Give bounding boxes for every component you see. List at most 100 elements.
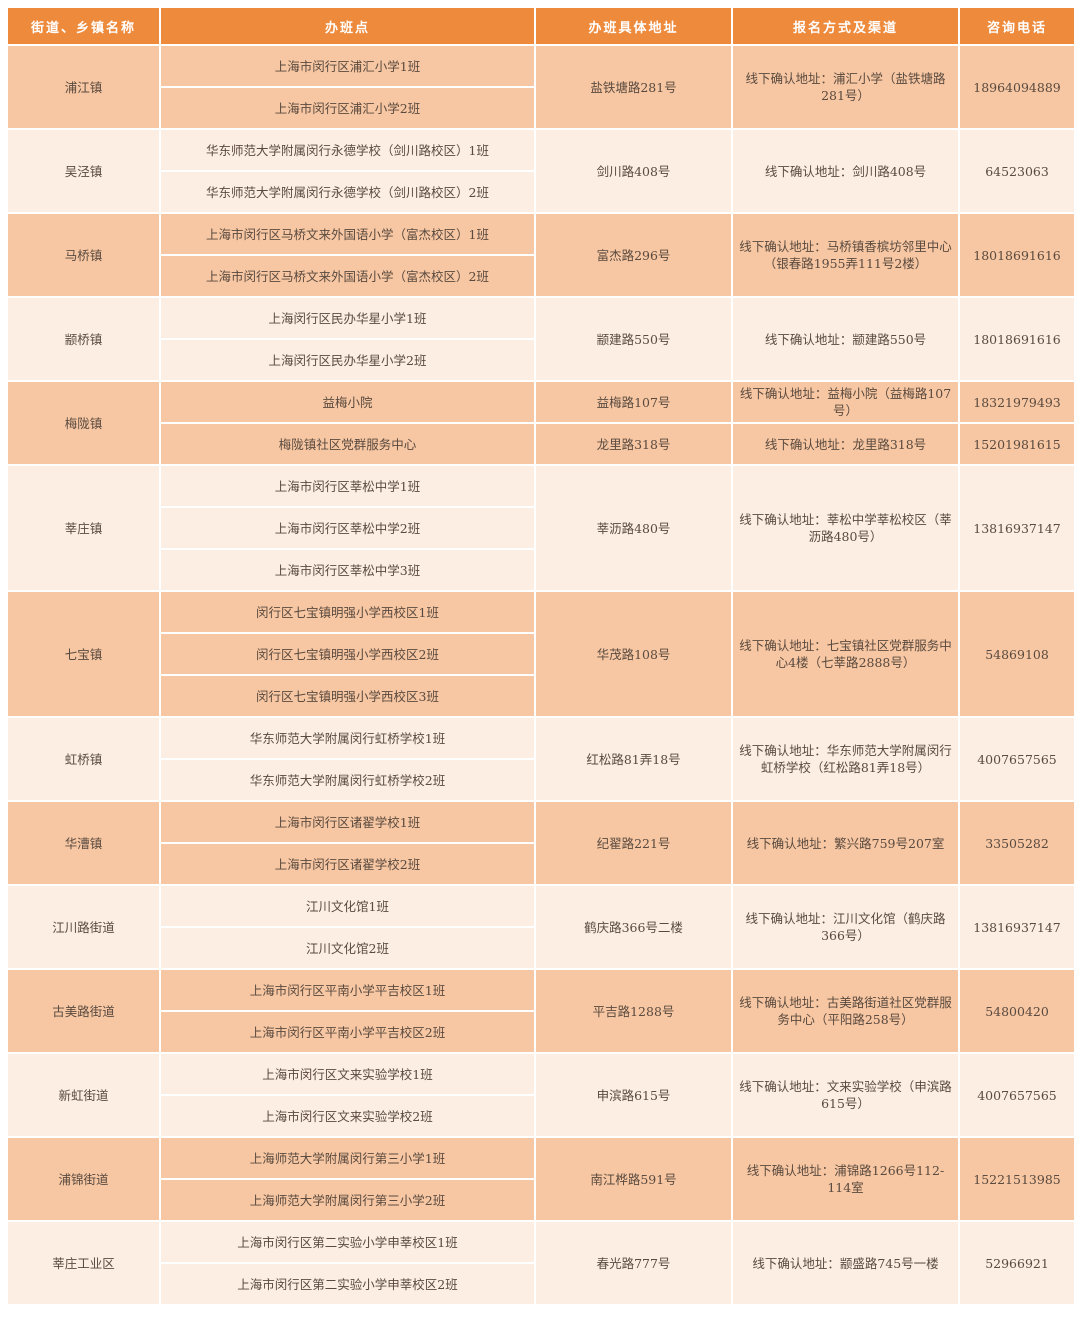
table-row: 吴泾镇 华东师范大学附属闵行永德学校（剑川路校区）1班 剑川路408号 线下确认地址：… xyxy=(8,130,1074,212)
signup-cell: 线下确认地址：浦锦路1266号112-114室 xyxy=(733,1138,958,1220)
table-body: 浦江镇 上海市闵行区浦汇小学1班 盐铁塘路281号 线下确认地址：浦汇小学（盐铁塘路2… xyxy=(8,46,1074,1304)
table-row: 马桥镇 上海市闵行区马桥文来外国语小学（富杰校区）1班 富杰路296号 线下确认地址：… xyxy=(8,214,1074,296)
town-cell: 虹桥镇 xyxy=(8,718,159,800)
table-row: 上海市闵行区平南小学平吉校区2班 xyxy=(8,1012,1074,1052)
header-signup: 报名方式及渠道 xyxy=(733,8,958,44)
signup-cell: 线下确认地址：七宝镇社区党群服务中心4楼（七莘路2888号） xyxy=(733,592,958,716)
table-row: 闵行区七宝镇明强小学西校区2班 xyxy=(8,634,1074,674)
site-cell: 上海市闵行区浦汇小学2班 xyxy=(161,88,534,128)
phone-cell: 18018691616 xyxy=(960,298,1074,380)
table-row: 浦锦街道 上海师范大学附属闵行第三小学1班 南江桦路591号 线下确认地址：浦锦路12… xyxy=(8,1138,1074,1220)
address-cell: 南江桦路591号 xyxy=(536,1138,731,1220)
address-cell: 红松路81弄18号 xyxy=(536,718,731,800)
phone-cell: 18964094889 xyxy=(960,46,1074,128)
address-cell: 颛建路550号 xyxy=(536,298,731,380)
table-row: 上海市闵行区文来实验学校2班 xyxy=(8,1096,1074,1136)
table-row: 上海闵行区民办华星小学2班 xyxy=(8,340,1074,380)
site-cell: 闵行区七宝镇明强小学西校区3班 xyxy=(161,676,534,716)
address-cell: 剑川路408号 xyxy=(536,130,731,212)
table-row: 七宝镇 闵行区七宝镇明强小学西校区1班 华茂路108号 线下确认地址：七宝镇社区党群服… xyxy=(8,592,1074,716)
town-cell: 浦锦街道 xyxy=(8,1138,159,1220)
signup-cell: 线下确认地址：华东师范大学附属闵行虹桥学校（红松路81弄18号） xyxy=(733,718,958,800)
address-cell: 华茂路108号 xyxy=(536,592,731,716)
table-row: 浦江镇 上海市闵行区浦汇小学1班 盐铁塘路281号 线下确认地址：浦汇小学（盐铁塘路2… xyxy=(8,46,1074,128)
town-cell: 浦江镇 xyxy=(8,46,159,128)
site-cell: 上海市闵行区马桥文来外国语小学（富杰校区）2班 xyxy=(161,256,534,296)
site-cell: 上海市闵行区马桥文来外国语小学（富杰校区）1班 xyxy=(161,214,534,254)
table-row: 江川路街道 江川文化馆1班 鹤庆路366号二楼 线下确认地址：江川文化馆（鹤庆路366… xyxy=(8,886,1074,968)
site-cell: 上海闵行区民办华星小学2班 xyxy=(161,340,534,380)
phone-cell: 18321979493 xyxy=(960,382,1074,422)
site-cell: 江川文化馆1班 xyxy=(161,886,534,926)
class-schedule-table: 街道、乡镇名称 办班点 办班具体地址 报名方式及渠道 咨询电话 浦江镇 上海市闵行… xyxy=(6,6,1076,1306)
signup-cell: 线下确认地址：古美路街道社区党群服务中心（平阳路258号） xyxy=(733,970,958,1052)
table-row: 上海市闵行区第二实验小学申莘校区2班 xyxy=(8,1264,1074,1304)
table-row: 莘庄镇 上海市闵行区莘松中学1班 莘沥路480号 线下确认地址：莘松中学莘松校区（莘沥… xyxy=(8,466,1074,590)
site-cell: 上海市闵行区平南小学平吉校区1班 xyxy=(161,970,534,1010)
site-cell: 闵行区七宝镇明强小学西校区1班 xyxy=(161,592,534,632)
site-cell: 上海市闵行区诸翟学校2班 xyxy=(161,844,534,884)
table-row: 上海市闵行区诸翟学校2班 xyxy=(8,844,1074,884)
site-cell: 上海市闵行区浦汇小学1班 xyxy=(161,46,534,86)
phone-cell: 4007657565 xyxy=(960,1054,1074,1136)
address-cell: 富杰路296号 xyxy=(536,214,731,296)
table-row: 虹桥镇 华东师范大学附属闵行虹桥学校1班 红松路81弄18号 线下确认地址：华东师范大… xyxy=(8,718,1074,800)
table-row: 上海市闵行区莘松中学2班 xyxy=(8,508,1074,548)
address-cell: 鹤庆路366号二楼 xyxy=(536,886,731,968)
address-cell: 纪翟路221号 xyxy=(536,802,731,884)
town-cell: 梅陇镇 xyxy=(8,382,159,464)
signup-cell: 线下确认地址：龙里路318号 xyxy=(733,424,958,464)
signup-cell: 线下确认地址：文来实验学校（申滨路615号） xyxy=(733,1054,958,1136)
site-cell: 梅陇镇社区党群服务中心 xyxy=(161,424,534,464)
site-cell: 江川文化馆2班 xyxy=(161,928,534,968)
table-row: 华漕镇 上海市闵行区诸翟学校1班 纪翟路221号 线下确认地址：繁兴路759号207室… xyxy=(8,802,1074,884)
signup-cell: 线下确认地址：浦汇小学（盐铁塘路281号） xyxy=(733,46,958,128)
site-cell: 上海市闵行区平南小学平吉校区2班 xyxy=(161,1012,534,1052)
town-cell: 七宝镇 xyxy=(8,592,159,716)
table-row: 江川文化馆2班 xyxy=(8,928,1074,968)
site-cell: 上海市闵行区文来实验学校1班 xyxy=(161,1054,534,1094)
site-cell: 上海闵行区民办华星小学1班 xyxy=(161,298,534,338)
site-cell: 闵行区七宝镇明强小学西校区2班 xyxy=(161,634,534,674)
town-cell: 莘庄镇 xyxy=(8,466,159,590)
table-row: 上海师范大学附属闵行第三小学2班 xyxy=(8,1180,1074,1220)
site-cell: 华东师范大学附属闵行虹桥学校2班 xyxy=(161,760,534,800)
signup-cell: 线下确认地址：益梅小院（益梅路107号） xyxy=(733,382,958,422)
signup-cell: 线下确认地址：颛建路550号 xyxy=(733,298,958,380)
phone-cell: 54800420 xyxy=(960,970,1074,1052)
header-row: 街道、乡镇名称 办班点 办班具体地址 报名方式及渠道 咨询电话 xyxy=(8,8,1074,44)
table-row: 上海市闵行区莘松中学3班 xyxy=(8,550,1074,590)
town-cell: 古美路街道 xyxy=(8,970,159,1052)
phone-cell: 33505282 xyxy=(960,802,1074,884)
address-cell: 申滨路615号 xyxy=(536,1054,731,1136)
table-row: 古美路街道 上海市闵行区平南小学平吉校区1班 平吉路1288号 线下确认地址：古美路街… xyxy=(8,970,1074,1052)
header-site: 办班点 xyxy=(161,8,534,44)
town-cell: 颛桥镇 xyxy=(8,298,159,380)
site-cell: 上海市闵行区莘松中学1班 xyxy=(161,466,534,506)
address-cell: 莘沥路480号 xyxy=(536,466,731,590)
phone-cell: 18018691616 xyxy=(960,214,1074,296)
site-cell: 益梅小院 xyxy=(161,382,534,422)
site-cell: 上海师范大学附属闵行第三小学2班 xyxy=(161,1180,534,1220)
address-cell: 龙里路318号 xyxy=(536,424,731,464)
table-row: 上海市闵行区浦汇小学2班 xyxy=(8,88,1074,128)
site-cell: 上海市闵行区诸翟学校1班 xyxy=(161,802,534,842)
town-cell: 新虹街道 xyxy=(8,1054,159,1136)
signup-cell: 线下确认地址：马桥镇香槟坊邻里中心（银春路1955弄111号2楼） xyxy=(733,214,958,296)
site-cell: 华东师范大学附属闵行永德学校（剑川路校区）1班 xyxy=(161,130,534,170)
town-cell: 吴泾镇 xyxy=(8,130,159,212)
table-row: 颛桥镇 上海闵行区民办华星小学1班 颛建路550号 线下确认地址：颛建路550号 180… xyxy=(8,298,1074,380)
address-cell: 春光路777号 xyxy=(536,1222,731,1304)
phone-cell: 15201981615 xyxy=(960,424,1074,464)
header-town: 街道、乡镇名称 xyxy=(8,8,159,44)
header-address: 办班具体地址 xyxy=(536,8,731,44)
signup-cell: 线下确认地址：莘松中学莘松校区（莘沥路480号） xyxy=(733,466,958,590)
address-cell: 益梅路107号 xyxy=(536,382,731,422)
phone-cell: 64523063 xyxy=(960,130,1074,212)
phone-cell: 54869108 xyxy=(960,592,1074,716)
site-cell: 上海师范大学附属闵行第三小学1班 xyxy=(161,1138,534,1178)
site-cell: 上海市闵行区莘松中学3班 xyxy=(161,550,534,590)
site-cell: 华东师范大学附属闵行虹桥学校1班 xyxy=(161,718,534,758)
table-row: 梅陇镇 益梅小院 益梅路107号 线下确认地址：益梅小院（益梅路107号） 183219… xyxy=(8,382,1074,464)
table-row: 闵行区七宝镇明强小学西校区3班 xyxy=(8,676,1074,716)
